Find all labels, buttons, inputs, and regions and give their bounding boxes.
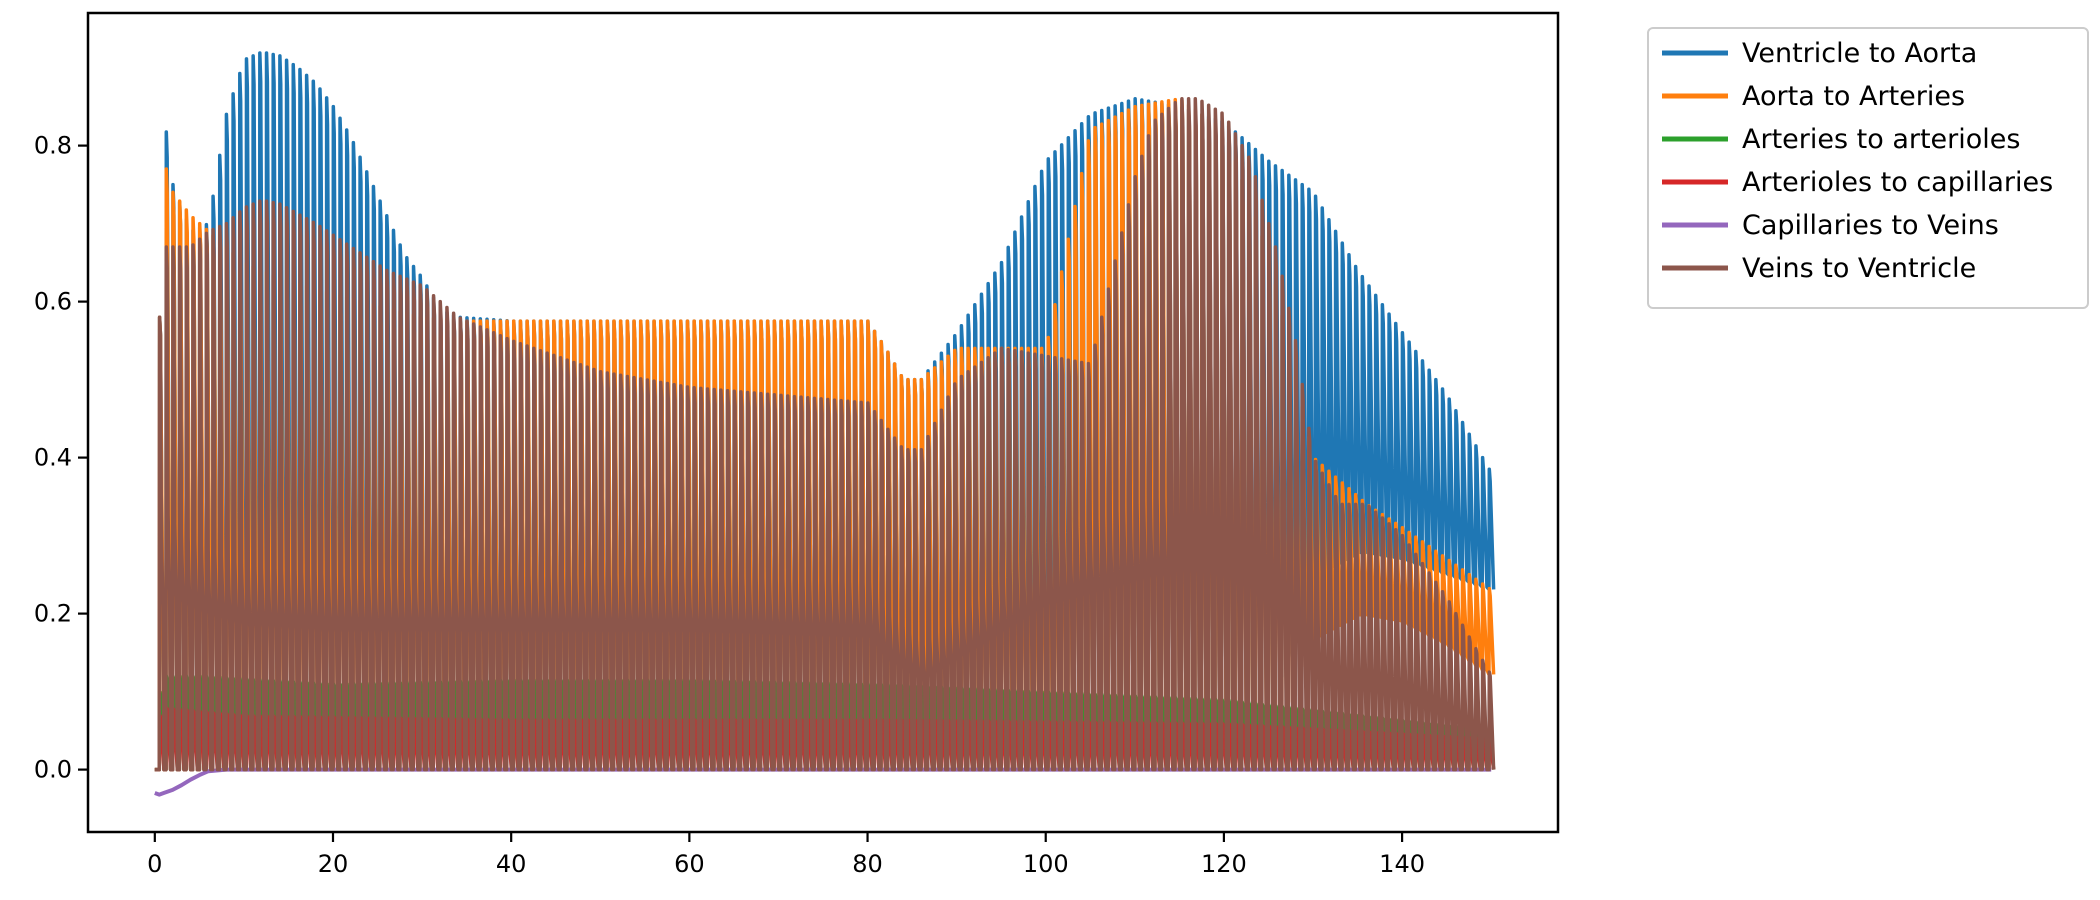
series-veins-to-ventricle [154,97,1496,772]
x-tick-label: 100 [1023,850,1069,878]
x-tick-label: 120 [1201,850,1247,878]
x-axis: 0 20 40 60 80 100 120 140 [147,832,1425,878]
legend-item: Veins to Ventricle [1662,253,1976,284]
y-tick-label: 0.0 [34,756,72,784]
x-tick-label: 0 [147,850,162,878]
y-tick-label: 0.2 [34,600,72,628]
legend-label: Veins to Ventricle [1742,253,1976,284]
legend-label: Aorta to Arteries [1742,81,1965,112]
x-tick-label: 80 [852,850,883,878]
legend: Ventricle to Aorta Aorta to Arteries Arter… [1647,27,2089,309]
legend-label: Arteries to arterioles [1742,124,2020,155]
legend-label: Arterioles to capillaries [1742,167,2053,198]
series-line [154,767,1492,797]
x-tick-label: 140 [1379,850,1425,878]
legend-item: Capillaries to Veins [1662,210,1999,241]
y-tick-label: 0.4 [34,444,72,472]
y-tick-label: 0.6 [34,288,72,316]
legend-item: Aorta to Arteries [1662,81,1965,112]
plot-area [154,51,1496,797]
plot-frame [86,11,1560,834]
legend-label: Ventricle to Aorta [1742,38,1977,69]
x-tick-label: 40 [496,850,527,878]
legend-label: Capillaries to Veins [1742,210,1999,241]
series-line [154,97,1496,772]
legend-item: Arteries to arterioles [1662,124,2020,155]
x-tick-label: 60 [674,850,705,878]
legend-box [1647,27,2089,309]
series-capillaries-to-veins [154,767,1492,797]
x-tick-label: 20 [318,850,349,878]
y-axis: 0.0 0.2 0.4 0.6 0.8 [34,132,88,784]
y-tick-label: 0.8 [34,132,72,160]
legend-item: Arterioles to capillaries [1662,167,2053,198]
legend-item: Ventricle to Aorta [1662,38,1977,69]
